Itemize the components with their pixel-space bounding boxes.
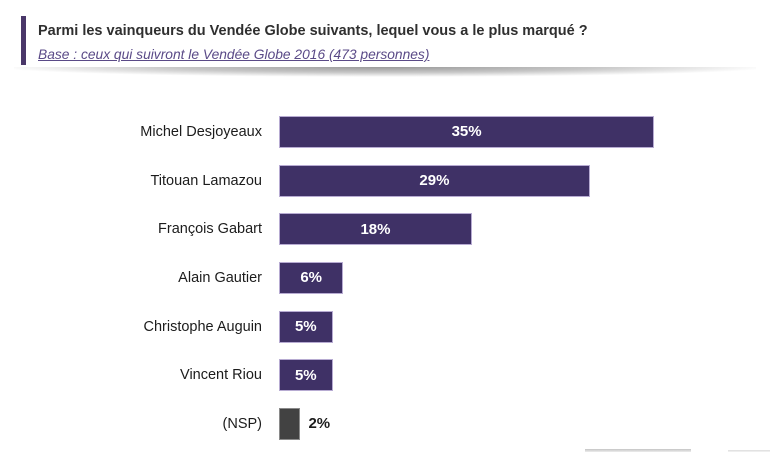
category-label: Christophe Auguin <box>143 318 263 335</box>
value-label: 2% <box>308 415 331 433</box>
category-label: (NSP) <box>222 415 262 432</box>
chart-title: Parmi les vainqueurs du Vendée Globe sui… <box>38 23 588 39</box>
header-accent-bar <box>21 16 26 65</box>
question-header: Parmi les vainqueurs du Vendée Globe sui… <box>21 16 588 65</box>
bar: 6% <box>279 261 344 294</box>
chart-subtitle: Base : ceux qui suivront le Vendée Globe… <box>38 47 430 62</box>
category-label: Alain Gautier <box>178 269 262 286</box>
nsp-bar <box>279 407 301 440</box>
bar: 5% <box>279 310 333 343</box>
value-label: 6% <box>300 269 322 287</box>
chart-row: François Gabart 18% <box>0 205 770 254</box>
chart-row: Titouan Lamazou 29% <box>0 156 770 205</box>
bar: 35% <box>279 115 655 148</box>
chart-row: Michel Desjoyeaux 35% <box>0 108 770 157</box>
chart-row: Vincent Riou 5% <box>0 351 770 400</box>
category-label: Vincent Riou <box>180 367 262 384</box>
bottom-edge-artifact-left <box>585 449 691 452</box>
value-label: 29% <box>419 172 450 190</box>
header-shadow <box>14 67 756 77</box>
bar: 29% <box>279 164 590 197</box>
bar-chart: Michel Desjoyeaux 35% Titouan Lamazou 29% Fr… <box>0 108 770 449</box>
bar: 5% <box>279 359 333 392</box>
value-label: 5% <box>294 318 317 336</box>
value-label: 35% <box>451 123 482 141</box>
chart-row: (NSP) 2% <box>0 400 770 449</box>
category-label: Michel Desjoyeaux <box>140 123 262 140</box>
chart-row: Christophe Auguin 5% <box>0 302 770 351</box>
value-label: 18% <box>360 220 391 238</box>
category-label: François Gabart <box>158 221 262 238</box>
category-label: Titouan Lamazou <box>150 172 262 189</box>
chart-row: Alain Gautier 6% <box>0 254 770 303</box>
bar: 18% <box>279 213 472 246</box>
value-label: 5% <box>294 366 317 384</box>
bottom-edge-artifact-right <box>728 450 770 452</box>
